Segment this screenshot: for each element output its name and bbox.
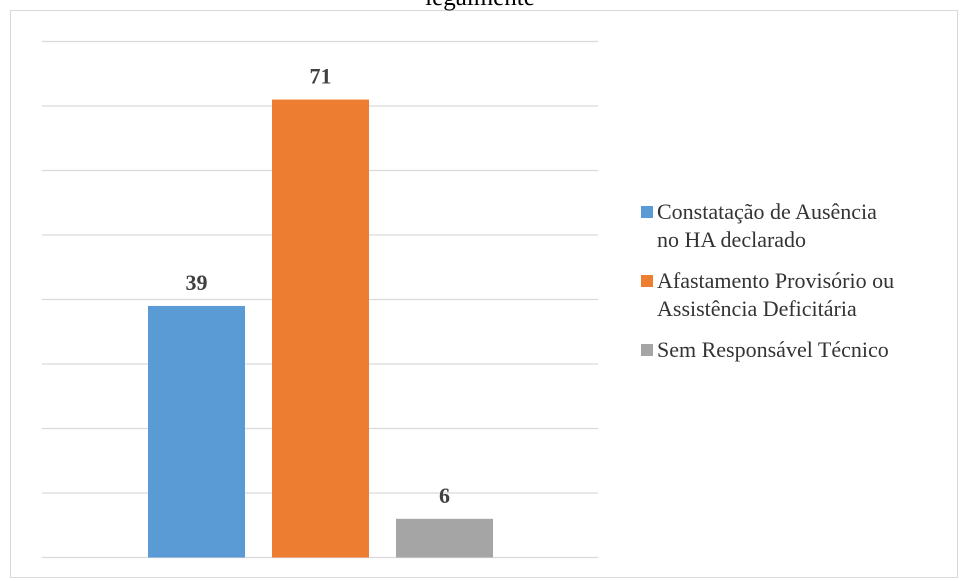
bar <box>148 305 245 558</box>
bar <box>272 99 369 558</box>
legend-swatch <box>641 206 653 218</box>
data-label: 39 <box>186 270 208 295</box>
legend-item-sem-responsavel: Sem Responsável Técnico <box>641 336 951 364</box>
legend-label-line: no HA declarado <box>657 227 807 252</box>
data-label: 71 <box>310 64 332 89</box>
legend-swatch <box>641 344 653 356</box>
legend-label-line: Constatação de Ausência <box>657 199 877 224</box>
legend-item-afastamento: Afastamento Provisório ou Assistência De… <box>641 267 951 323</box>
legend: Constatação de Ausência no HA declarado … <box>641 198 951 377</box>
bar <box>396 518 493 558</box>
data-label: 6 <box>439 483 450 508</box>
legend-label-line: Assistência Deficitária <box>657 296 857 321</box>
data-labels: 39 71 6 <box>186 64 451 508</box>
legend-swatch <box>641 275 653 287</box>
chart-title: legalmente <box>0 0 960 12</box>
legend-label-line: Sem Responsável Técnico <box>657 337 889 362</box>
legend-item-constatacao: Constatação de Ausência no HA declarado <box>641 198 951 254</box>
legend-label-line: Afastamento Provisório ou <box>657 268 895 293</box>
bars <box>148 99 493 558</box>
